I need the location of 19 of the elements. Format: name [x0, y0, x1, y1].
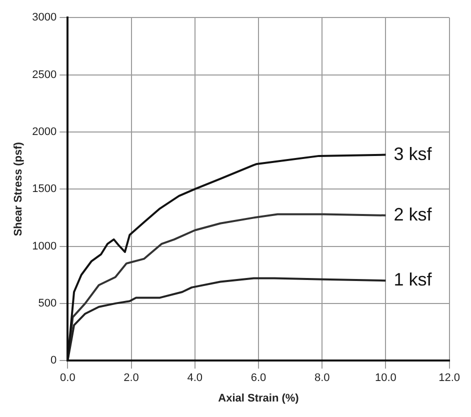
series-label: 2 ksf	[394, 204, 433, 224]
x-tick-label: 6.0	[250, 372, 266, 384]
x-tick-label: 0.0	[60, 372, 76, 384]
x-axis-title: Axial Strain (%)	[218, 392, 300, 404]
y-tick-label: 3000	[32, 12, 57, 24]
y-tick-label: 0	[50, 354, 57, 367]
x-tick-label: 2.0	[124, 372, 139, 384]
y-tick-label: 2000	[32, 126, 57, 138]
x-tick-label: 12.0	[438, 372, 460, 384]
y-tick-label: 2500	[32, 68, 57, 81]
y-tick-label: 500	[38, 297, 57, 310]
series-label: 1 ksf	[394, 270, 433, 290]
y-axis-title: Shear Stress (psf)	[12, 142, 25, 236]
x-tick-label: 8.0	[314, 372, 330, 384]
y-tick-label: 1500	[32, 183, 57, 196]
series-label: 3 ksf	[394, 144, 433, 164]
x-tick-label: 4.0	[187, 372, 203, 384]
y-tick-label: 1000	[32, 240, 57, 252]
x-tick-label: 10.0	[374, 372, 396, 384]
